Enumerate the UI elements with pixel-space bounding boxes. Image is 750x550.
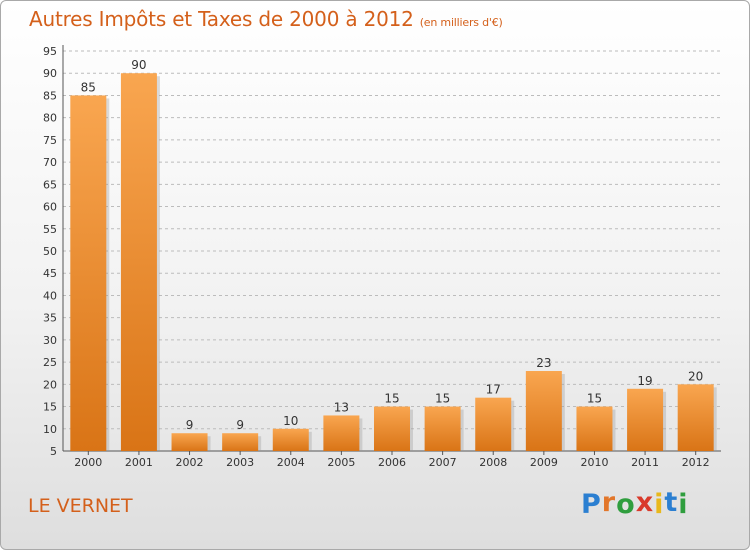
y-tick-label: 60: [43, 201, 57, 214]
y-tick-label: 25: [43, 356, 57, 369]
bar-2004: [272, 428, 309, 451]
data-label: 17: [486, 383, 501, 397]
y-tick-label: 50: [43, 245, 57, 258]
bar-2007: [424, 406, 461, 451]
data-label: 20: [688, 369, 703, 383]
logo-letter: i: [678, 489, 689, 520]
data-label: 19: [637, 374, 652, 388]
bar-2012: [677, 384, 714, 451]
x-tick-label: 2011: [631, 456, 659, 469]
x-tick-label: 2004: [277, 456, 305, 469]
grid-lines: [63, 50, 721, 430]
bar-2005: [323, 415, 360, 451]
logo-letter: x: [635, 487, 655, 518]
bar-2000: [70, 95, 107, 451]
y-tick-label: 45: [43, 267, 57, 280]
bar-2002: [171, 433, 208, 451]
y-tick-label: 80: [43, 112, 57, 125]
data-label: 13: [334, 400, 349, 414]
x-tick-label: 2003: [226, 456, 254, 469]
logo-letter: o: [616, 489, 636, 520]
bars: [70, 73, 717, 451]
y-tick-label: 30: [43, 334, 57, 347]
bar-2001: [120, 73, 157, 451]
y-tick-label: 35: [43, 312, 57, 325]
logo-letter: r: [601, 487, 617, 518]
chart-title-text: Autres Impôts et Taxes de 2000 à 2012: [29, 7, 414, 31]
data-label: 9: [186, 418, 194, 432]
data-label: 90: [131, 58, 146, 72]
x-tick-label: 2008: [479, 456, 507, 469]
data-label: 15: [587, 392, 602, 406]
chart-title: Autres Impôts et Taxes de 2000 à 2012 (en…: [29, 7, 503, 31]
x-tick-label: 2010: [580, 456, 608, 469]
x-tick-label: 2012: [682, 456, 710, 469]
y-tick-label: 15: [43, 401, 57, 414]
data-label: 10: [283, 414, 298, 428]
y-tick-label: 65: [43, 178, 57, 191]
logo-letter: P: [581, 489, 602, 520]
y-tick-label: 90: [43, 67, 57, 80]
x-tick-label: 2000: [74, 456, 102, 469]
data-label: 23: [536, 356, 551, 370]
data-label: 85: [81, 80, 96, 94]
logo-letter: t: [664, 487, 679, 518]
bar-2011: [627, 388, 664, 451]
bar-2009: [525, 371, 562, 451]
chart-unit: (en milliers d'€): [419, 16, 503, 29]
bar-2006: [374, 406, 410, 451]
x-tick-label: 2005: [327, 456, 355, 469]
x-tick-label: 2002: [176, 456, 204, 469]
bar-2003: [222, 433, 259, 451]
y-tick-label: 95: [43, 45, 57, 58]
y-tick-label: 20: [43, 378, 57, 391]
proxiti-logo[interactable]: Proxiti: [581, 487, 689, 520]
y-tick-label: 70: [43, 156, 57, 169]
axes: 5 10 15 20 25 30 35 40 45 50 55 60 65 70 75 80 85 90 95 200…: [43, 45, 721, 469]
data-label: 15: [435, 392, 450, 406]
bar-2010: [576, 406, 613, 451]
y-tick-label: 5: [50, 445, 57, 458]
x-tick-label: 2007: [429, 456, 457, 469]
y-tick-label: 75: [43, 134, 57, 147]
x-tick-label: 2006: [378, 456, 406, 469]
commune-name: LE VERNET: [28, 495, 133, 517]
y-tick-label: 10: [43, 423, 57, 436]
x-tick-label: 2001: [125, 456, 153, 469]
data-label: 15: [384, 392, 399, 406]
x-tick-label: 2009: [530, 456, 558, 469]
bar-2008: [475, 397, 512, 451]
data-labels: 85 90 9 9 10 13 15 15 17 23 15 19 20: [81, 58, 704, 432]
y-tick-label: 85: [43, 89, 57, 102]
y-tick-label: 55: [43, 223, 57, 236]
data-label: 9: [236, 418, 244, 432]
y-tick-label: 40: [43, 289, 57, 302]
logo-letter: i: [654, 489, 665, 520]
